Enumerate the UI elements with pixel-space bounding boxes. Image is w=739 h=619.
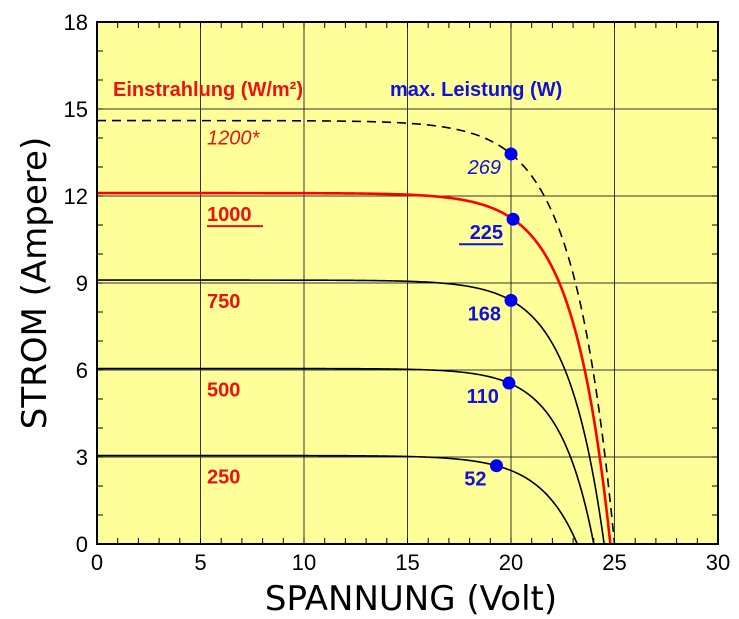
series-labels: 1200* 269 1000 225 750 168 500 110 250 52	[207, 128, 504, 491]
x-tick-label: 20	[499, 550, 523, 575]
mpp-point-110	[502, 376, 516, 390]
iv-curve-750	[97, 279, 605, 545]
tick-labels: 0 5 10 15 20 25 30 0 3 6 9 12 15 18	[64, 10, 731, 575]
power-label: 52	[464, 469, 486, 491]
y-tick-label: 18	[64, 10, 88, 35]
y-tick-label: 6	[76, 358, 88, 383]
irradiance-label: 500	[207, 380, 240, 402]
x-tick-label: 25	[602, 550, 626, 575]
x-tick-label: 15	[395, 550, 419, 575]
irradiance-label: 1000	[207, 204, 252, 226]
legend-irradiance-title: Einstrahlung (W/m²)	[113, 79, 303, 101]
y-tick-label: 3	[76, 445, 88, 470]
mpp-point-52	[490, 459, 504, 473]
power-label: 110	[467, 386, 499, 408]
mpp-point-225	[506, 212, 520, 226]
x-tick-label: 5	[194, 550, 206, 575]
irradiance-label: 1200*	[207, 128, 260, 150]
y-tick-label: 15	[64, 97, 88, 122]
irradiance-label: 750	[207, 291, 240, 313]
power-label: 168	[468, 303, 501, 325]
power-label: 225	[470, 222, 503, 244]
y-tick-label: 9	[76, 271, 88, 296]
x-axis-title: SPANNUNG (Volt)	[265, 579, 557, 619]
x-tick-label: 10	[292, 550, 316, 575]
mpp-point-269	[504, 147, 518, 161]
iv-curve-1200	[97, 119, 616, 545]
mpp-point-168	[504, 293, 518, 307]
legend-power-title: max. Leistung (W)	[390, 79, 562, 101]
power-label: 269	[467, 157, 501, 179]
y-tick-label: 12	[64, 184, 88, 209]
y-tick-label: 0	[76, 532, 88, 557]
mpp-points	[490, 147, 520, 473]
x-tick-label: 0	[91, 550, 103, 575]
irradiance-label: 250	[207, 467, 240, 489]
minor-ticks	[96, 21, 719, 545]
x-tick-label: 30	[706, 550, 730, 575]
y-axis-title: STROM (Ampere)	[15, 137, 55, 429]
iv-curve-1000	[97, 191, 612, 545]
